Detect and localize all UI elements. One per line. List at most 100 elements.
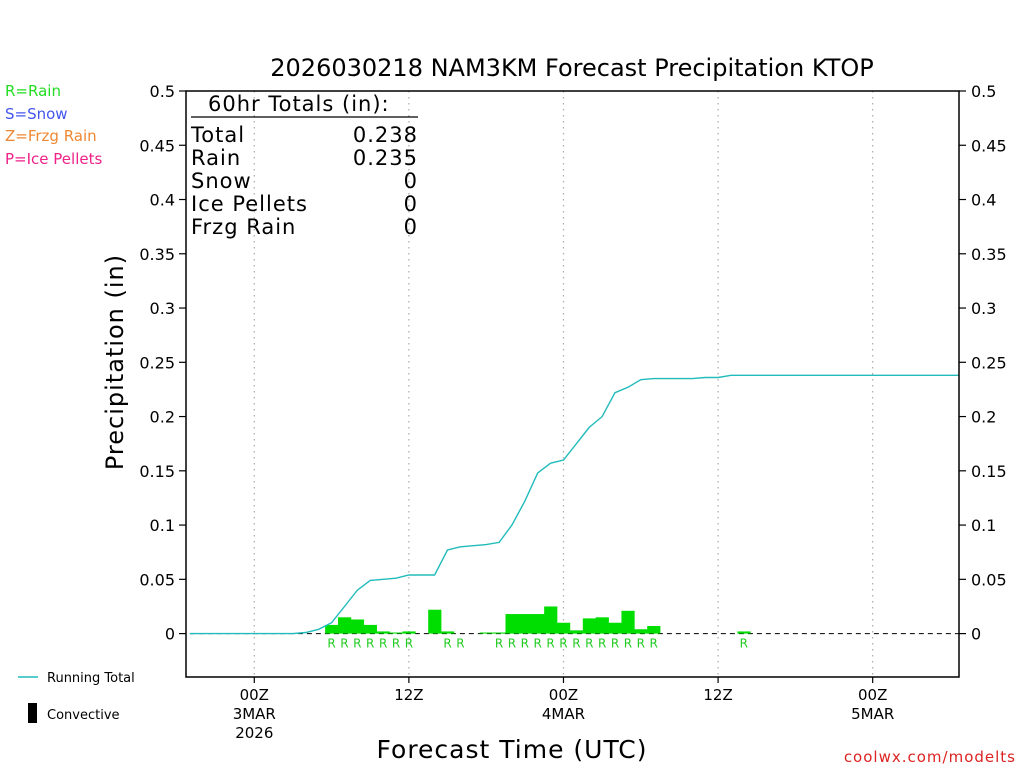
- ptype-letter: R: [521, 637, 529, 651]
- ptype-letter: R: [495, 637, 503, 651]
- ptype-letter: R: [392, 637, 400, 651]
- ptype-letter: R: [353, 637, 361, 651]
- precip-bar: [325, 624, 339, 634]
- precip-bar: [569, 630, 584, 634]
- ptype-letter: R: [508, 637, 516, 651]
- precip-bar: [350, 619, 365, 634]
- precip-bar: [531, 614, 545, 634]
- totals-total-label: Total: [190, 123, 245, 147]
- ptype-letter: R: [598, 637, 606, 651]
- precip-bar: [544, 606, 558, 634]
- y-tick-label-left: 0: [165, 625, 175, 644]
- y-tick-label-left: 0.3: [150, 299, 175, 318]
- totals-frzg-value: 0: [404, 215, 418, 239]
- legend-snow: S=Snow: [5, 105, 68, 123]
- precip-bar: [492, 632, 506, 634]
- ptype-letter: R: [637, 637, 645, 651]
- y-tick-label-right: 0.05: [971, 570, 1007, 589]
- x-axis-label: Forecast Time (UTC): [377, 735, 648, 764]
- y-tick-label-left: 0.1: [150, 516, 175, 535]
- ptype-letter: R: [340, 637, 348, 651]
- ptype-letter: R: [572, 637, 580, 651]
- x-tick-date: 4MAR: [542, 705, 585, 723]
- ptype-letter: R: [649, 637, 657, 651]
- totals-rain-label: Rain: [191, 146, 241, 170]
- totals-rain-value: 0.235: [353, 146, 418, 170]
- ptype-letter: R: [443, 637, 451, 651]
- precip-bar: [582, 618, 596, 634]
- running-total-layer: [189, 374, 959, 635]
- y-tick-label-right: 0.45: [971, 136, 1007, 155]
- x-tick-label: 00Z: [549, 686, 578, 704]
- precip-bar: [441, 631, 455, 634]
- ptype-letter: R: [327, 637, 335, 651]
- legend-frzg-rain: Z=Frzg Rain: [5, 127, 97, 145]
- totals-snow-value: 0: [404, 169, 418, 193]
- y-tick-label-left: 0.45: [139, 136, 175, 155]
- totals-ice-value: 0: [404, 192, 418, 216]
- x-tick-label: 12Z: [703, 686, 732, 704]
- y-tick-label-left: 0.5: [150, 82, 175, 101]
- y-axes: 0 00.05 0.050.1 0.10.15 0.150.2 0.20.25 0.250.…: [139, 82, 1006, 644]
- precip-bar: [338, 617, 352, 634]
- x-tick-date: 5MAR: [851, 705, 894, 723]
- totals-total-value: 0.238: [353, 123, 418, 147]
- ptype-letter: R: [559, 637, 567, 651]
- x-tick-label: 00Z: [858, 686, 887, 704]
- precip-bar: [389, 632, 403, 634]
- precip-bar: [428, 609, 442, 634]
- bars-layer: [325, 606, 751, 634]
- x-tick-date: 3MAR: [233, 705, 276, 723]
- ptype-letter: R: [611, 637, 619, 651]
- x-tick-label: 12Z: [394, 686, 423, 704]
- y-tick-label-right: 0.2: [971, 408, 996, 427]
- credit-text[interactable]: coolwx.com/modelts: [844, 748, 1016, 766]
- line-legend: Running Total Convective: [18, 671, 135, 723]
- precip-bar: [621, 610, 635, 634]
- ptype-letter: R: [585, 637, 593, 651]
- precip-bar: [376, 631, 390, 634]
- legend-running-total: Running Total: [47, 671, 135, 686]
- precip-bar: [402, 631, 416, 634]
- y-tick-label-right: 0.15: [971, 462, 1007, 481]
- precip-bar: [608, 622, 622, 634]
- y-tick-label-left: 0.25: [139, 353, 175, 372]
- running-total-line: [189, 374, 959, 635]
- precip-bar: [595, 617, 609, 634]
- x-tick-label: 00Z: [240, 686, 269, 704]
- y-tick-label-left: 0.35: [139, 245, 175, 264]
- totals-header: 60hr Totals (in):: [208, 92, 390, 116]
- legend-rain: R=Rain: [5, 82, 61, 100]
- totals-box: 60hr Totals (in): Total 0.238 Rain 0.235…: [190, 92, 418, 239]
- precip-bar: [505, 614, 519, 634]
- ptype-letter: R: [379, 637, 387, 651]
- y-tick-label-left: 0.15: [139, 462, 175, 481]
- grid-layer: [189, 91, 959, 677]
- y-tick-label-right: 0.5: [971, 82, 996, 101]
- totals-frzg-label: Frzg Rain: [191, 215, 296, 239]
- convective-swatch: [28, 703, 37, 723]
- plot-frame: [185, 90, 960, 678]
- ptype-letter: R: [546, 637, 554, 651]
- y-tick-label-left: 0.05: [139, 570, 175, 589]
- precip-bar: [557, 622, 571, 634]
- y-tick-label-right: 0.3: [971, 299, 996, 318]
- y-tick-label-right: 0.25: [971, 353, 1007, 372]
- y-tick-label-right: 0.4: [971, 191, 996, 210]
- y-tick-label-right: 0.35: [971, 245, 1007, 264]
- chart-title: 2026030218 NAM3KM Forecast Precipitation…: [270, 54, 873, 82]
- precip-bar: [363, 624, 377, 634]
- precip-bar: [647, 625, 661, 634]
- legend-ice-pellets: P=Ice Pellets: [5, 150, 102, 168]
- x-tick-year: 2026: [235, 724, 273, 742]
- y-tick-label-right: 0.1: [971, 516, 996, 535]
- ptype-legend: R=Rain S=Snow Z=Frzg Rain P=Ice Pellets: [5, 82, 102, 168]
- precip-bar: [634, 629, 648, 634]
- precip-bar: [479, 632, 493, 634]
- ptype-letter: R: [366, 637, 374, 651]
- y-tick-label-left: 0.2: [150, 408, 175, 427]
- ptype-letter: R: [456, 637, 464, 651]
- ptype-letter: R: [405, 637, 413, 651]
